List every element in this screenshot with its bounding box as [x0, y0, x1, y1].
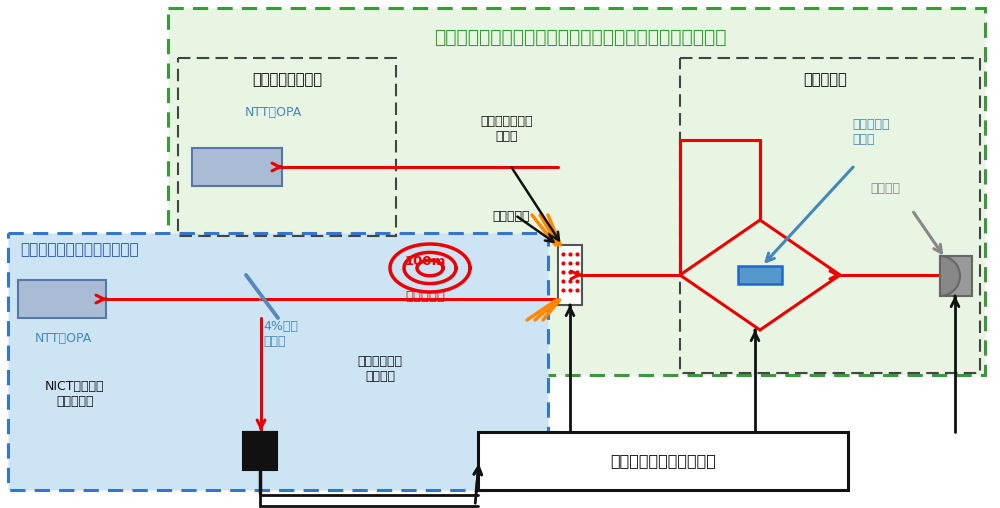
Bar [680, 58, 980, 373]
Bar [8, 233, 548, 490]
Wedge shape [243, 432, 277, 449]
Text: 時間同期＆制御システム: 時間同期＆制御システム [610, 454, 716, 468]
Text: NICT製超伝導
光子検出器: NICT製超伝導 光子検出器 [45, 380, 105, 408]
Bar [192, 148, 282, 186]
Bar [558, 245, 582, 305]
Text: 透過率可変
ミラー: 透過率可変 ミラー [852, 118, 890, 146]
Text: 光ファイバ: 光ファイバ [405, 290, 445, 303]
Text: 4%反射
ミラー: 4%反射 ミラー [263, 320, 298, 348]
Bar [178, 58, 396, 236]
Text: NTT製OPA: NTT製OPA [244, 106, 302, 118]
Text: 量子性の強い光パルス発生源: 量子性の強い光パルス発生源 [20, 242, 139, 257]
Bar [738, 266, 782, 284]
Bar [168, 8, 985, 375]
Text: さまざまな線形演算が何ステップでも実行できるシステム: さまざまな線形演算が何ステップでも実行できるシステム [434, 28, 726, 47]
Wedge shape [940, 256, 960, 296]
Text: スクイーズド光
パルス: スクイーズド光 パルス [481, 115, 533, 143]
Text: 光測定器: 光測定器 [870, 182, 900, 195]
Text: 100m: 100m [404, 255, 446, 268]
Bar [478, 432, 848, 490]
Text: NTT製OPA: NTT製OPA [34, 332, 92, 345]
Text: プロセッサ: プロセッサ [803, 72, 847, 87]
Text: 量子性の強い
光パルス: 量子性の強い 光パルス [358, 355, 402, 383]
Bar [243, 432, 277, 470]
Bar [940, 256, 972, 296]
Bar [18, 280, 106, 318]
Text: スクイーズド光源: スクイーズド光源 [252, 72, 322, 87]
Text: 光スイッチ: 光スイッチ [492, 210, 530, 223]
